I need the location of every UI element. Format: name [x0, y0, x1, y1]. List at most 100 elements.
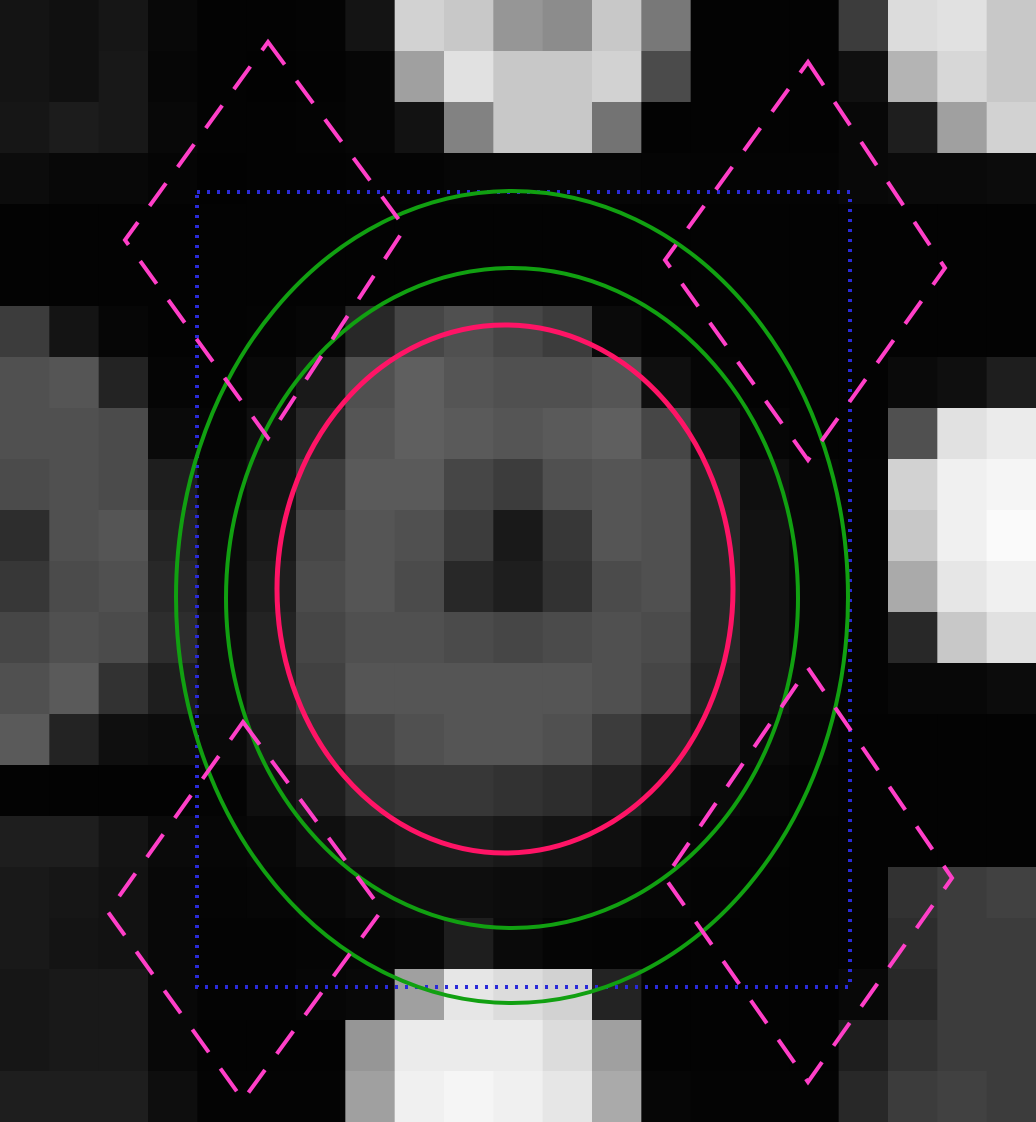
pixel-cell: [0, 816, 50, 868]
pixel-cell: [98, 714, 149, 766]
pixel-cell: [296, 102, 346, 154]
pixel-cell: [148, 969, 198, 1021]
pixel-cell: [592, 459, 642, 511]
pixel-cell: [49, 969, 100, 1021]
pixel-cell: [0, 561, 50, 613]
pixel-cell: [49, 51, 100, 103]
pixel-cell: [641, 102, 692, 154]
pixel-cell: [493, 408, 544, 460]
pixel-cell: [493, 255, 544, 307]
pixel-cell: [394, 612, 445, 664]
pixel-cell: [740, 561, 790, 613]
pixel-cell: [838, 663, 889, 715]
pixel-cell: [49, 408, 100, 460]
pixel-cell: [838, 816, 889, 868]
pixel-cell: [0, 867, 50, 919]
pixel-cell: [0, 663, 50, 715]
pixel-cell: [148, 510, 198, 562]
pixel-cell: [148, 357, 198, 409]
pixel-cell: [838, 408, 889, 460]
pixel-cell: [592, 102, 642, 154]
pixel-cell: [197, 153, 248, 205]
pixel-cell: [0, 153, 50, 205]
pixel-cell: [542, 612, 593, 664]
pixel-cell: [394, 1020, 445, 1072]
pixel-cell: [148, 306, 198, 358]
pixel-cell: [542, 1071, 593, 1122]
pixel-cell: [493, 102, 544, 154]
pixel-cell: [444, 408, 494, 460]
pixel-cell: [740, 918, 790, 970]
pixel-cell: [986, 612, 1036, 664]
pixel-cell: [986, 969, 1036, 1021]
pixel-cell: [838, 969, 889, 1021]
pixel-cell: [888, 1020, 938, 1072]
pixel-cell: [148, 204, 198, 256]
pixel-cell: [296, 51, 346, 103]
pixel-cell: [296, 663, 346, 715]
pixel-cell: [148, 765, 198, 817]
pixel-cell: [493, 153, 544, 205]
pixel-cell: [148, 714, 198, 766]
pixel-cell: [740, 714, 790, 766]
pixel-cell: [838, 867, 889, 919]
pixel-cell: [98, 816, 149, 868]
pixel-cell: [542, 255, 593, 307]
pixel-cell: [838, 51, 889, 103]
pixel-cell: [98, 204, 149, 256]
pixel-cell: [296, 0, 346, 52]
pixel-cell: [148, 102, 198, 154]
pixel-cell: [888, 612, 938, 664]
pixel-cell: [345, 0, 396, 52]
pixel-cell: [838, 918, 889, 970]
pixel-cell: [148, 1071, 198, 1122]
pixel-cell: [444, 663, 494, 715]
pixel-cell: [394, 663, 445, 715]
pixel-cell: [148, 867, 198, 919]
pixel-cell: [246, 1071, 297, 1122]
pixel-cell: [345, 51, 396, 103]
pixel-cell: [444, 1020, 494, 1072]
pixel-cell: [345, 969, 396, 1021]
pixel-cell: [197, 51, 248, 103]
pixel-cell: [789, 102, 840, 154]
pixel-cell: [296, 510, 346, 562]
pixel-cell: [49, 510, 100, 562]
inner-magenta-ellipse: [274, 322, 736, 856]
pixel-cell: [789, 1020, 840, 1072]
pixel-cell: [789, 51, 840, 103]
pixel-cell: [740, 357, 790, 409]
pixel-cell: [394, 153, 445, 205]
pixel-cell: [690, 51, 741, 103]
pixel-cell: [49, 1020, 100, 1072]
pixel-cell: [542, 204, 593, 256]
pixel-cell: [148, 51, 198, 103]
pixel-cell: [690, 255, 741, 307]
pixel-cell: [296, 153, 346, 205]
pixel-cell: [937, 102, 988, 154]
pixel-cell: [49, 1071, 100, 1122]
pixel-cell: [394, 0, 445, 52]
pixel-cell: [0, 408, 50, 460]
pixel-cell: [690, 0, 741, 52]
pixel-cell: [592, 918, 642, 970]
pixel-cell: [98, 51, 149, 103]
pixel-cell: [493, 51, 544, 103]
pixel-cell: [986, 153, 1036, 205]
pixel-cell: [296, 204, 346, 256]
pixel-cell: [148, 0, 198, 52]
pixel-cell: [296, 714, 346, 766]
pixel-cell: [937, 867, 988, 919]
pixel-cell: [296, 1071, 346, 1122]
pixel-cell: [246, 102, 297, 154]
pixel-cell: [0, 204, 50, 256]
pixel-cell: [394, 306, 445, 358]
pixel-cell: [98, 510, 149, 562]
pixel-cell: [197, 561, 248, 613]
pixel-cell: [937, 918, 988, 970]
pixel-cell: [740, 255, 790, 307]
pixel-cell: [444, 561, 494, 613]
pixel-cell: [838, 459, 889, 511]
pixel-cell: [197, 612, 248, 664]
diamond-bottom-left: [105, 718, 385, 1104]
